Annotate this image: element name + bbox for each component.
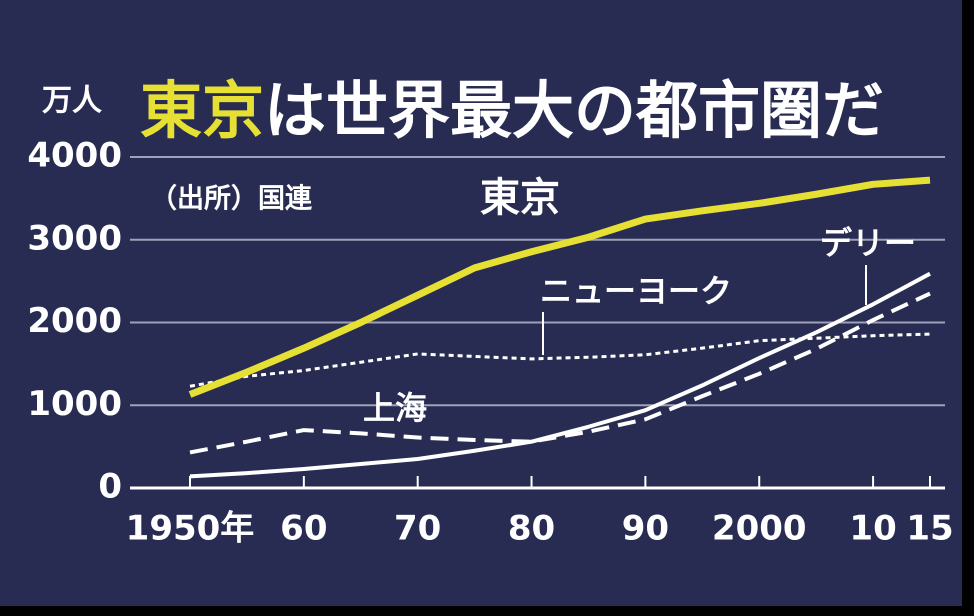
chart-title: 東京は世界最大の都市圏だ: [140, 74, 884, 147]
x-tick-label: 1950年: [126, 509, 255, 549]
series-line: [189, 271, 931, 479]
x-tick-label: 70: [394, 509, 441, 549]
x-tick-label: 60: [280, 509, 327, 549]
title-highlight: 東京: [140, 74, 264, 147]
source: （出所）国連: [150, 184, 313, 215]
title-rest: は世界最大の都市圏だ: [264, 74, 884, 147]
x-tick-label: 2000: [712, 509, 807, 549]
series-label: 東京: [480, 175, 560, 221]
y-tick-label: 3000: [27, 218, 122, 258]
series-label: ニューヨーク: [540, 272, 732, 310]
x-tick-label: 10: [849, 509, 896, 549]
panel: [0, 0, 962, 606]
series-label: デリー: [820, 224, 916, 262]
y-tick-label: 0: [98, 467, 122, 507]
y-tick-label: 2000: [27, 301, 122, 341]
x-tick-label: 15: [906, 509, 953, 549]
series-line: [189, 291, 931, 455]
x-tick-label: 80: [508, 509, 555, 549]
y-tick-label: 1000: [27, 384, 122, 424]
y-tick-label: 4000: [27, 136, 122, 176]
x-tick-label: 90: [622, 509, 669, 549]
series-line: [188, 176, 931, 398]
y-unit: 万人: [42, 84, 102, 119]
series-line: [189, 332, 931, 388]
series-label: 上海: [363, 389, 427, 427]
